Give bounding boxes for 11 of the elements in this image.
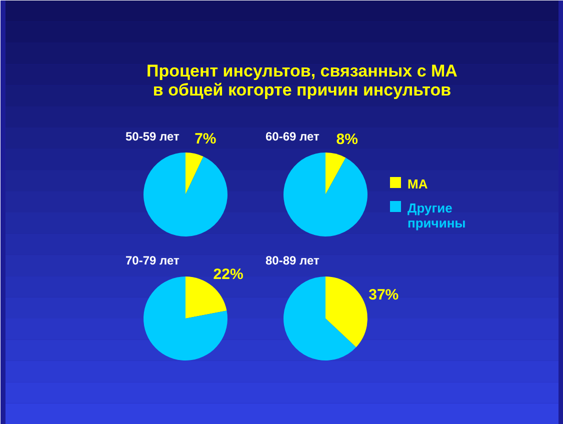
legend-label: МА: [408, 176, 428, 192]
chart-title: Процент инсультов, связанных с МА в общей когорте причин инсультов: [146, 62, 458, 100]
chart-subtitle: 80-89 лет: [266, 254, 320, 268]
data-label: 22%: [213, 266, 244, 283]
legend-label: Другие причины: [408, 200, 466, 230]
chart-subtitle: 70-79 лет: [126, 254, 180, 268]
data-label: 8%: [336, 131, 358, 148]
chart-subtitle: 60-69 лет: [266, 130, 320, 144]
data-label: 37%: [368, 286, 399, 304]
chart-subtitle: 50-59 лет: [126, 130, 180, 144]
data-label: 7%: [194, 130, 216, 148]
